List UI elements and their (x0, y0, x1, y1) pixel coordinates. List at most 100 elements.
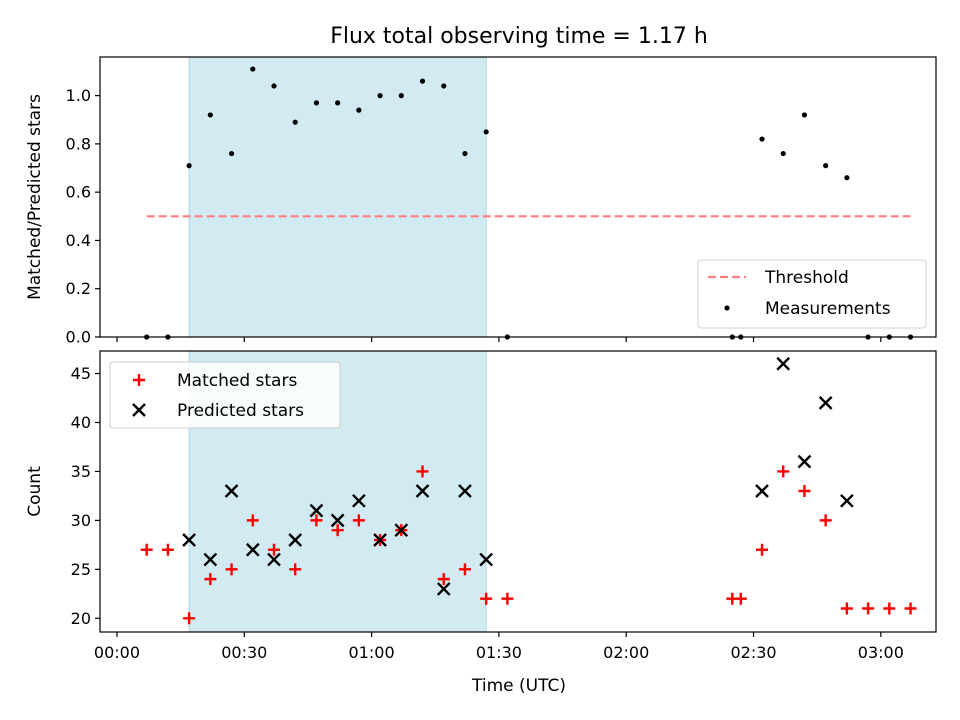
measurement-point (419, 78, 426, 84)
matched-stars-point (289, 563, 302, 576)
x-tick-label: 01:00 (349, 643, 395, 662)
count-panel: 20 25 30 35 40 45 00:00 00:30 01:00 01:30 02:00 02:… (25, 350, 937, 662)
matched-stars-point (225, 563, 238, 576)
matched-stars-point (501, 592, 514, 605)
predicted-stars-point (288, 533, 303, 547)
legend-predicted-swatch (132, 403, 146, 417)
series-predicted-stars (182, 356, 854, 596)
x-tick-label: 02:30 (730, 643, 776, 662)
predicted-stars-point (755, 484, 769, 498)
measurement-point (377, 93, 383, 99)
legend-box (697, 259, 927, 329)
y-tick-label: 20 (71, 609, 91, 628)
y-tick-label: 0.0 (66, 328, 91, 347)
measurement-point (801, 112, 808, 118)
matched-stars-point (798, 485, 811, 498)
y-tick-label: 0.6 (66, 183, 91, 202)
legend: Matched stars Predicted stars (109, 361, 341, 429)
matched-stars-point (267, 543, 280, 556)
series-matched-stars (140, 465, 917, 625)
predicted-stars-point (797, 454, 812, 469)
matched-stars-point (161, 543, 174, 556)
predicted-stars-point (203, 552, 218, 567)
predicted-stars-point (818, 396, 833, 410)
measurement-point (250, 66, 256, 72)
matched-stars-point (183, 612, 196, 625)
measurement-point (271, 83, 277, 89)
predicted-stars-point (840, 493, 854, 508)
matched-stars-point (246, 514, 259, 527)
predicted-stars-point (245, 542, 260, 557)
x-tick-label: 00:30 (221, 643, 267, 662)
x-tick-label: 01:30 (476, 643, 522, 662)
predicted-stars-point (224, 484, 239, 498)
y-tick-label: 45 (71, 364, 91, 383)
y-tick-label: 0.8 (66, 134, 91, 153)
matched-stars-point (862, 602, 875, 615)
predicted-stars-point (373, 533, 387, 547)
measurement-point (186, 163, 192, 169)
matched-stars-point (756, 543, 769, 556)
series-measurements (144, 66, 914, 340)
predicted-stars-point (436, 582, 451, 596)
measurement-point (292, 119, 298, 125)
measurement-point (441, 83, 447, 89)
predicted-stars-point (479, 552, 494, 567)
legend-threshold-label: Threshold (764, 268, 849, 288)
predicted-stars-point (352, 493, 366, 508)
legend-measurements-swatch (724, 305, 730, 311)
measurement-point (844, 175, 850, 181)
x-tick-label: 03:00 (858, 643, 904, 662)
matched-stars-point (734, 592, 747, 605)
measurement-point (228, 150, 235, 157)
predicted-stars-point (267, 552, 281, 567)
matched-stars-point (777, 465, 790, 478)
predicted-stars-point (394, 523, 409, 538)
measurement-point (759, 136, 765, 142)
chart-title: Flux total observing time = 1.17 h (330, 24, 708, 49)
x-tick-label: 02:00 (603, 643, 649, 662)
y-tick-label: 35 (71, 462, 91, 481)
matched-stars-point (458, 563, 471, 576)
matched-stars-point (904, 602, 917, 615)
y-tick-label: 30 (71, 511, 91, 530)
matched-stars-point (331, 524, 344, 537)
x-tick-label: 00:00 (94, 643, 140, 662)
matched-stars-point (840, 602, 853, 615)
measurement-point (207, 112, 213, 118)
matched-stars-point (310, 514, 323, 527)
matched-stars-point (204, 573, 217, 586)
measurement-point (398, 93, 404, 99)
legend-matched-label: Matched stars (177, 371, 297, 391)
predicted-stars-point (776, 356, 791, 371)
legend-predicted-label: Predicted stars (177, 401, 304, 421)
predicted-stars-point (458, 484, 472, 498)
axes-frame (99, 350, 937, 633)
legend-measurements-label: Measurements (765, 299, 891, 319)
shaded-interval (188, 56, 487, 338)
y-tick-label: 25 (71, 560, 91, 579)
ratio-panel: 0.0 0.2 0.4 0.6 0.8 1.0 Matched/Predicted star… (25, 56, 937, 347)
y-axis-label: Count (25, 466, 45, 517)
matched-stars-point (480, 592, 493, 605)
matched-stars-point (883, 602, 896, 615)
predicted-stars-point (182, 533, 196, 547)
y-axis-label: Matched/Predicted stars (25, 94, 45, 300)
matched-stars-point (416, 465, 429, 478)
measurement-point (462, 150, 468, 157)
predicted-stars-point (415, 484, 430, 498)
legend: Threshold Measurements (697, 259, 927, 329)
matched-stars-point (352, 514, 365, 527)
matched-stars-point (819, 514, 832, 527)
matched-stars-point (140, 543, 153, 556)
measurement-point (780, 150, 786, 157)
measurement-point (483, 129, 489, 135)
predicted-stars-point (330, 513, 345, 528)
predicted-stars-point (309, 503, 324, 518)
matched-stars-point (437, 573, 450, 586)
y-tick-label: 0.2 (66, 279, 91, 298)
axes-frame (99, 56, 937, 338)
measurement-point (823, 163, 829, 169)
legend-box (109, 361, 341, 429)
